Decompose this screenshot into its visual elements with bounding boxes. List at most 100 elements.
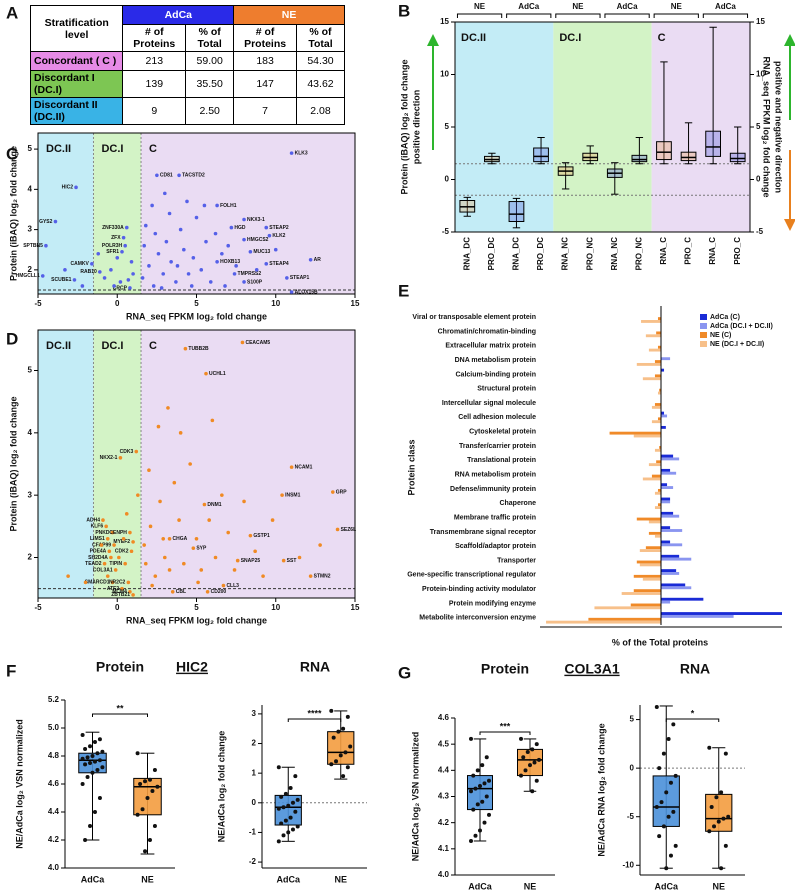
y-tick-label: 15 bbox=[440, 17, 449, 26]
bar bbox=[661, 612, 782, 615]
category-label: Chaperone bbox=[499, 500, 536, 507]
data-point bbox=[143, 849, 148, 854]
data-point bbox=[709, 805, 714, 809]
category-label: Metabolite interconversion enzyme bbox=[419, 615, 536, 622]
x-tick-label: PRO_C bbox=[684, 237, 693, 265]
data-point bbox=[318, 543, 322, 547]
category-label: Membrane traffic protein bbox=[454, 514, 536, 521]
region-label: C bbox=[149, 143, 157, 155]
data-point bbox=[286, 830, 291, 835]
data-point bbox=[521, 755, 526, 760]
data-point bbox=[202, 502, 207, 507]
data-point bbox=[159, 286, 164, 290]
x-tick-label: RNA_NC bbox=[610, 237, 619, 271]
data-point bbox=[199, 268, 204, 272]
point-label: HGD bbox=[234, 225, 246, 231]
data-point bbox=[90, 770, 95, 775]
data-point bbox=[167, 568, 172, 572]
data-point bbox=[66, 574, 70, 578]
bar bbox=[661, 540, 671, 544]
x-axis-title: RNA_seq FPKM log₂ fold change bbox=[126, 615, 267, 625]
point-label: STEAP2 bbox=[269, 225, 289, 231]
x-tick-label: AdCa bbox=[276, 874, 300, 884]
significance-label: * bbox=[691, 708, 695, 718]
data-point bbox=[150, 203, 154, 208]
point-label: KLK2 bbox=[272, 233, 285, 239]
data-point bbox=[671, 809, 676, 814]
y-tick-label: 0 bbox=[630, 763, 635, 772]
box bbox=[517, 748, 543, 777]
group-label: NE bbox=[474, 2, 486, 11]
data-point bbox=[719, 866, 724, 871]
data-point bbox=[336, 729, 341, 734]
data-point bbox=[121, 536, 126, 541]
data-point bbox=[290, 827, 295, 832]
data-point bbox=[163, 555, 167, 560]
point-label: COL3A1 bbox=[93, 567, 113, 573]
box bbox=[652, 775, 680, 827]
data-point bbox=[186, 272, 191, 276]
data-point bbox=[152, 824, 157, 828]
group-bracket bbox=[702, 13, 749, 18]
data-point bbox=[204, 239, 208, 244]
data-point bbox=[334, 759, 339, 764]
gene-title: COL3A1 bbox=[564, 661, 619, 677]
table-cell: 43.62 bbox=[295, 70, 346, 98]
table-cell: 59.00 bbox=[185, 51, 235, 71]
data-point bbox=[105, 536, 110, 541]
bar bbox=[636, 517, 661, 521]
bar bbox=[661, 414, 668, 418]
point-label: PNKD bbox=[95, 530, 110, 536]
bar bbox=[656, 331, 661, 335]
data-point bbox=[215, 260, 219, 264]
bar bbox=[636, 560, 661, 564]
data-point bbox=[232, 568, 237, 572]
point-label: FOLH1 bbox=[220, 203, 237, 209]
data-point bbox=[723, 751, 728, 756]
data-point bbox=[124, 225, 129, 230]
data-point bbox=[232, 272, 237, 276]
data-point bbox=[102, 561, 107, 566]
data-point bbox=[153, 574, 158, 578]
group-bracket bbox=[555, 13, 601, 18]
bar bbox=[661, 514, 680, 518]
data-point bbox=[188, 462, 192, 466]
data-point bbox=[44, 243, 48, 248]
data-point bbox=[83, 580, 88, 585]
data-point bbox=[289, 290, 294, 294]
data-point bbox=[156, 424, 161, 429]
bar bbox=[661, 368, 665, 372]
point-label: GYS2 bbox=[39, 219, 53, 225]
bar bbox=[659, 446, 661, 449]
data-point bbox=[484, 755, 489, 760]
data-point bbox=[308, 257, 313, 262]
data-point bbox=[478, 828, 482, 833]
y-tick-label: 4.6 bbox=[48, 779, 60, 788]
data-point bbox=[80, 782, 85, 786]
category-label: Translational protein bbox=[467, 457, 536, 464]
bar bbox=[642, 377, 661, 381]
data-point bbox=[191, 546, 196, 550]
data-point bbox=[664, 866, 669, 871]
point-label: MUC13 bbox=[253, 249, 270, 255]
data-point bbox=[673, 773, 678, 778]
data-point bbox=[283, 791, 288, 796]
group-bracket bbox=[456, 13, 503, 18]
group-label: AdCa bbox=[518, 2, 539, 11]
point-label: CDK2 bbox=[115, 549, 129, 555]
data-point bbox=[343, 750, 348, 755]
x-tick-label: 5 bbox=[194, 603, 199, 612]
data-point bbox=[207, 518, 211, 522]
bar bbox=[654, 534, 661, 538]
category-label: Transmembrane signal receptor bbox=[430, 529, 536, 536]
x-tick-label: RNA_C bbox=[708, 237, 717, 265]
data-point bbox=[242, 237, 246, 242]
data-point bbox=[221, 583, 226, 588]
data-point bbox=[469, 838, 473, 843]
bar bbox=[648, 348, 661, 352]
data-point bbox=[88, 761, 93, 765]
y-tick-label: 15 bbox=[756, 17, 765, 26]
y-tick-label: 5 bbox=[630, 715, 635, 724]
data-point bbox=[153, 231, 158, 236]
data-point bbox=[723, 843, 728, 848]
